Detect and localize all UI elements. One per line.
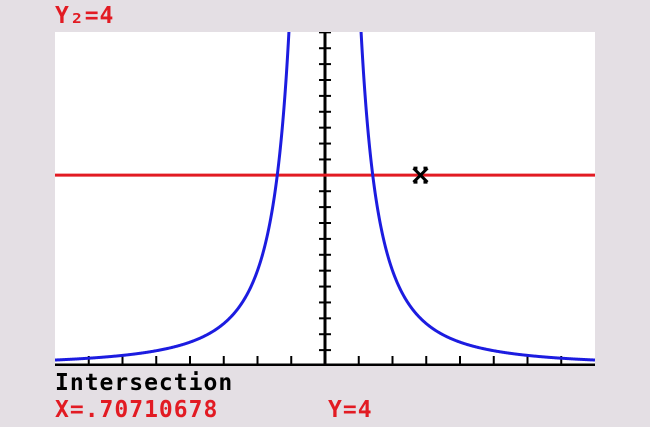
function-label: Y₂=4 <box>55 3 115 29</box>
series-curve-left <box>55 32 291 362</box>
graph-plot <box>55 32 595 366</box>
intersection-title: Intersection <box>55 370 234 396</box>
x-readout: X=.70710678 <box>55 397 219 423</box>
y-readout: Y=4 <box>328 397 373 423</box>
graph-window <box>55 32 595 366</box>
series-curve-right <box>359 32 595 362</box>
intersection-cursor <box>412 166 429 184</box>
